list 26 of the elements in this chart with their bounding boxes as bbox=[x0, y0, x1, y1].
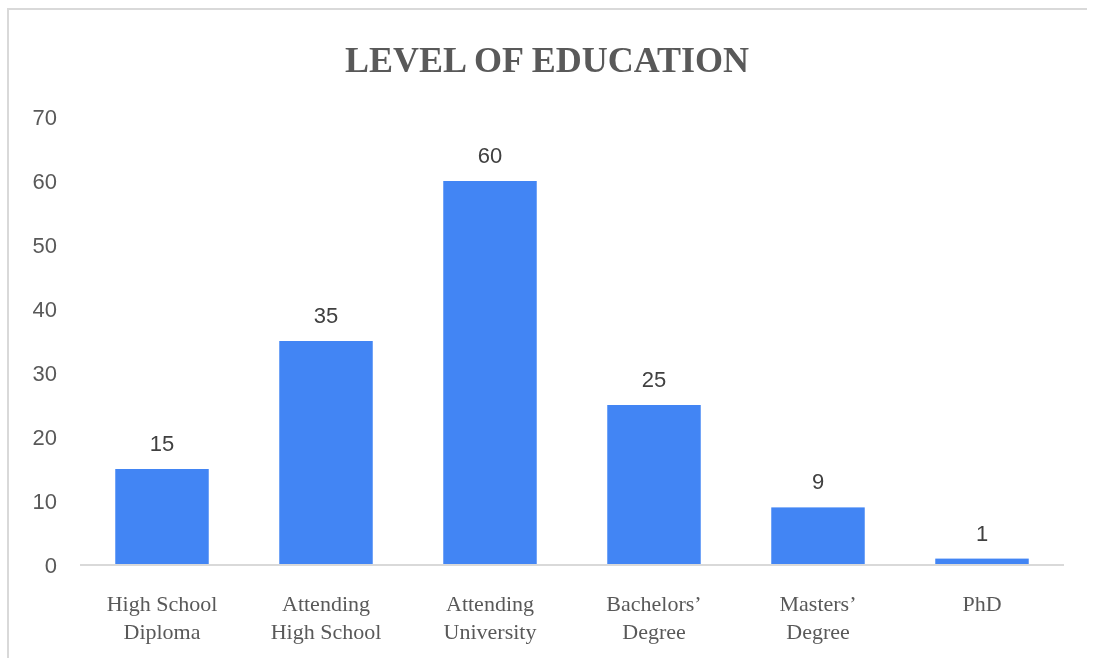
bar bbox=[115, 469, 209, 565]
bar bbox=[607, 405, 701, 565]
x-tick-label: Attending University bbox=[443, 590, 537, 645]
x-tick-label: Masters’ Degree bbox=[779, 590, 857, 645]
data-label: 9 bbox=[811, 469, 825, 495]
chart-title: LEVEL OF EDUCATION bbox=[344, 40, 750, 80]
bar bbox=[279, 341, 373, 565]
y-tick-label: 0 bbox=[44, 552, 57, 578]
y-tick-label: 40 bbox=[32, 296, 57, 322]
y-tick-label: 10 bbox=[32, 488, 57, 514]
data-label: 60 bbox=[477, 143, 503, 168]
y-tick-label: 30 bbox=[32, 360, 57, 386]
data-label: 25 bbox=[641, 367, 667, 392]
data-label: 15 bbox=[149, 431, 175, 456]
x-tick-label: High School Diploma bbox=[106, 590, 218, 645]
x-tick-label: Bachelors’ Degree bbox=[606, 590, 702, 645]
y-tick-label: 50 bbox=[32, 232, 57, 258]
y-tick-label: 70 bbox=[32, 104, 57, 130]
x-tick-label: Attending High School bbox=[270, 590, 382, 645]
data-label: 1 bbox=[975, 520, 989, 546]
y-tick-label: 60 bbox=[32, 168, 57, 194]
bar bbox=[443, 181, 537, 565]
x-tick-label: PhD bbox=[962, 590, 1002, 616]
data-label: 35 bbox=[313, 303, 339, 328]
y-tick-label: 20 bbox=[32, 424, 57, 450]
bar bbox=[771, 507, 865, 565]
